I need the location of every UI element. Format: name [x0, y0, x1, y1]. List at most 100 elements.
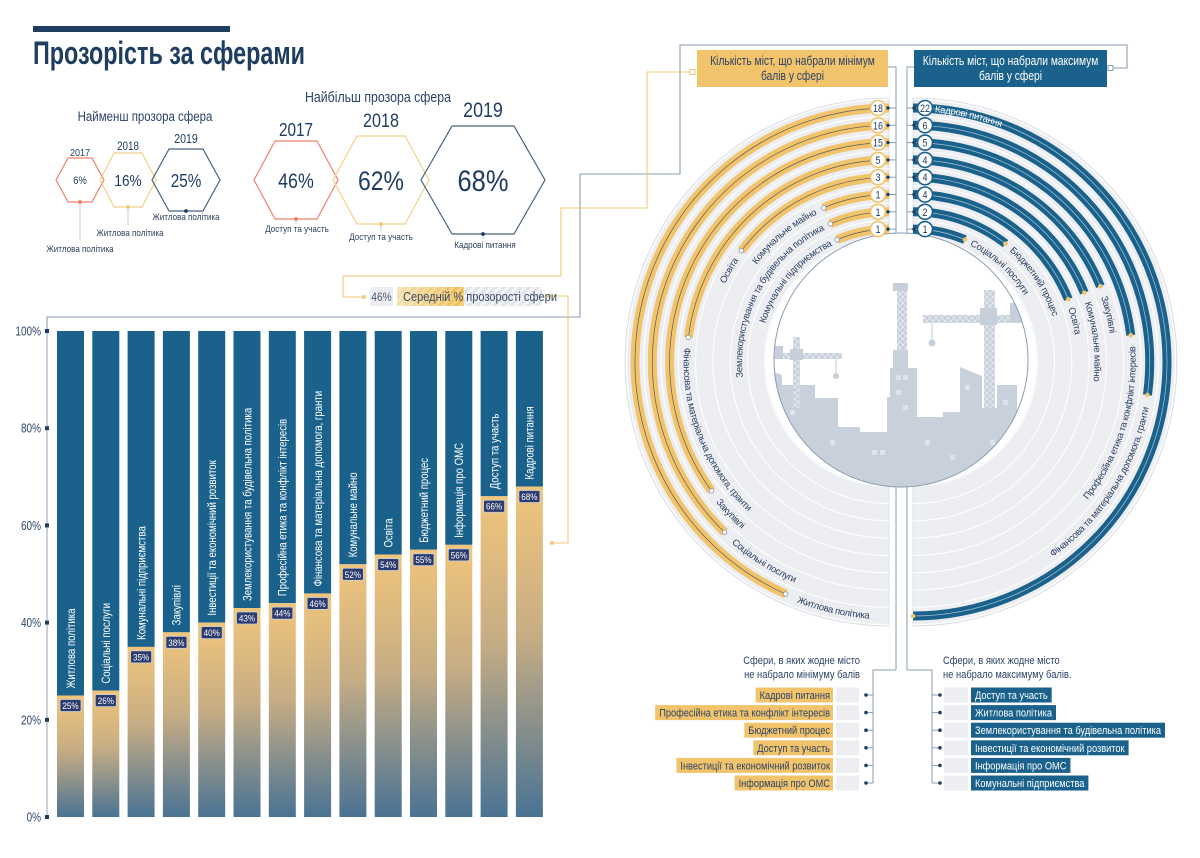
ring-arc-end-marker [834, 236, 840, 243]
ring-arc-centerline [688, 159, 890, 338]
tower-mast-icon [897, 290, 907, 350]
count-value: 6 [923, 120, 928, 132]
category-label: Освіта [382, 518, 396, 547]
count-badge [916, 203, 934, 221]
connector-dot [547, 294, 551, 298]
y-tick-label: 100% [15, 325, 41, 339]
list-dot [864, 693, 868, 697]
no-maximum-list: Сфери, в яких жодне місто не набрало мак… [907, 655, 1165, 791]
count-badge [916, 220, 934, 238]
ring-separator [625, 98, 890, 626]
bar-remainder [233, 331, 261, 609]
category-label: Житлова політика [64, 608, 78, 688]
bar-value [445, 544, 473, 817]
value-label-box [483, 499, 506, 513]
list-empty-cell [944, 740, 968, 756]
category-label: Фінансова та матеріальна допомога, грант… [311, 391, 325, 587]
y-tick-mark [45, 717, 49, 722]
list-label: Інформація про ОМС [975, 760, 1066, 772]
value-label: 44% [274, 609, 291, 620]
ring-arc-centerline [651, 124, 890, 533]
count-value: 1 [876, 190, 881, 202]
category-label: Професійна етика та конфлікт інтересів [276, 419, 290, 596]
skyline-buildings-icon [774, 350, 1028, 487]
ring-separator [912, 116, 1159, 608]
ring-separator [677, 150, 890, 574]
marker-dot [294, 217, 298, 221]
count-value: 4 [923, 190, 928, 202]
count-badge [869, 186, 887, 203]
list-label-box [753, 740, 833, 756]
count-dot [912, 227, 916, 231]
connector-square [1107, 65, 1114, 71]
ring-arc-end-marker [685, 334, 692, 341]
list-label-box [971, 705, 1056, 721]
value-label: 38% [168, 638, 185, 649]
ring-arc-end-marker [1128, 332, 1134, 338]
bar-group: 46% Фінансова та матеріальна допомога, гр… [304, 331, 332, 817]
ring-separator [660, 133, 890, 591]
list-dot [938, 781, 942, 785]
count-value: 5 [876, 155, 881, 167]
list-empty-cell [944, 757, 968, 773]
percent-value: 68% [458, 165, 509, 198]
list-empty-cell [944, 775, 968, 791]
bar-group: 40% Інвестиції та економічний розвиток [198, 331, 226, 817]
connector-square [689, 69, 696, 75]
list-dot [938, 693, 942, 697]
value-label: 54% [380, 560, 397, 571]
ring-separator [764, 237, 890, 487]
count-badge [916, 99, 934, 117]
value-label-box [236, 611, 258, 625]
value-label-box [412, 553, 435, 567]
list-empty-cell [836, 775, 859, 791]
ring-separator [912, 185, 1090, 539]
bar-group: 35% Комунальні підприємства [127, 331, 155, 817]
list-empty-cell [836, 705, 859, 721]
y-tick-mark [45, 620, 49, 625]
max-legend-box [914, 50, 1107, 87]
count-dot [912, 175, 916, 179]
ring-arc-centerline [634, 107, 890, 595]
ring-separator [912, 202, 1073, 522]
value-label: 43% [239, 614, 256, 625]
list-label-box [744, 722, 833, 738]
marker-dot [78, 200, 82, 204]
city-circle-outline [773, 232, 1029, 488]
y-tick-label: 40% [21, 616, 41, 630]
bar-remainder [57, 331, 84, 696]
list-item: Професійна етика та конфлікт інтересів [655, 705, 873, 721]
average-value-box [370, 287, 393, 306]
percent-value: 46% [278, 170, 314, 193]
bar-remainder [445, 331, 473, 545]
value-label-box [200, 626, 223, 639]
ring-separator [712, 185, 890, 539]
crane-cab-icon [790, 349, 803, 360]
list-item: Землекористування та будівельна політика [932, 722, 1165, 738]
bar-group: 52% Комунальне майно [339, 331, 367, 817]
ring-arc-centerline [912, 124, 1151, 395]
list-item: Інвестиції та економічний розвиток [676, 757, 873, 773]
tower-cap-icon [893, 283, 908, 291]
count-dot [886, 123, 890, 128]
list-empty-cell [944, 722, 968, 738]
marker-dot [126, 205, 130, 209]
average-value: 46% [371, 290, 392, 304]
percent-value: 25% [171, 171, 202, 191]
category-label: Закупівлі [170, 585, 184, 625]
crane-cab-icon [980, 308, 997, 325]
crane-mast-icon [984, 290, 995, 408]
count-dot [886, 140, 890, 145]
average-indicator: 46% Середній % прозорості сфери [370, 287, 557, 306]
list-label: Інформація про ОМС [739, 778, 830, 790]
ring-arc-centerline [912, 176, 1085, 293]
ring-arc-end-marker [738, 248, 745, 254]
bar-remainder [92, 331, 120, 691]
connector-dot [362, 295, 366, 299]
hexagon-least-2019 [151, 148, 221, 212]
list-label-box [755, 687, 833, 703]
value-label: 35% [133, 652, 150, 663]
list-dot [864, 710, 868, 715]
count-dot [912, 210, 916, 214]
count-badge [869, 117, 887, 134]
